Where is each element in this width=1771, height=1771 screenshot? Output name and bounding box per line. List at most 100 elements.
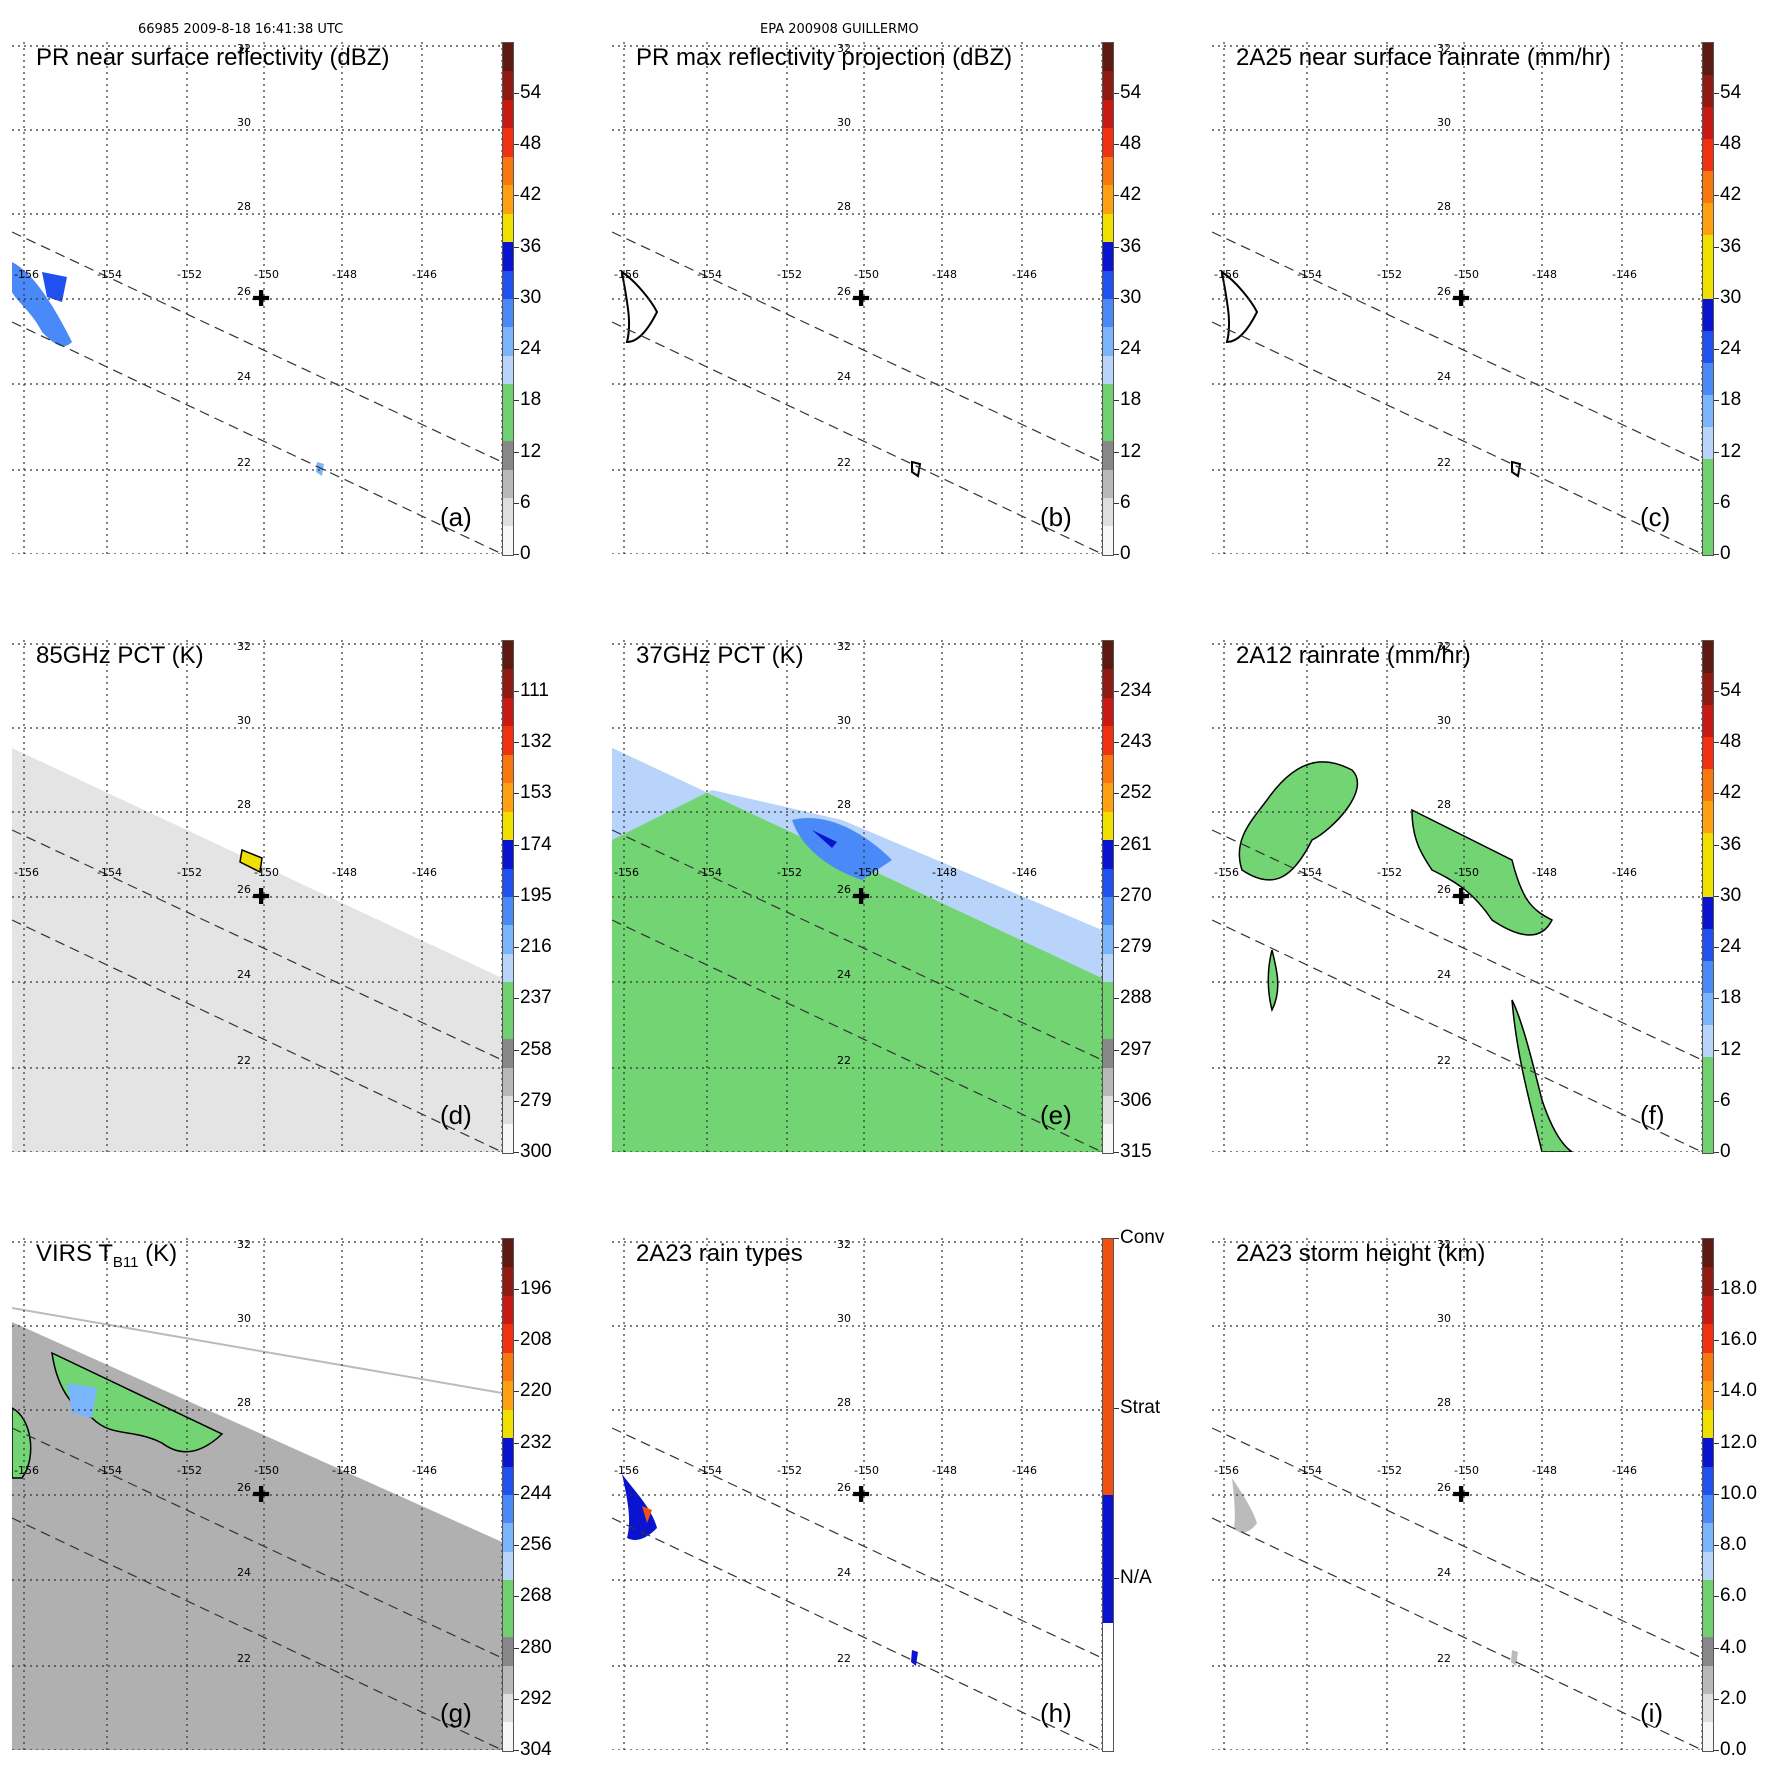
storm-height-cells bbox=[1232, 1478, 1257, 1533]
colorbar-segment bbox=[1103, 811, 1113, 841]
colorbar-segment bbox=[1703, 1324, 1713, 1353]
longitude-label: -148 bbox=[332, 866, 357, 879]
colorbar-segment bbox=[503, 896, 513, 926]
panel-letter: (g) bbox=[440, 1698, 472, 1728]
colorbar-segment bbox=[503, 1466, 513, 1495]
colorbar-tick bbox=[1714, 502, 1719, 504]
latitude-label: 32 bbox=[837, 1238, 851, 1251]
colorbar-tick bbox=[514, 1340, 519, 1342]
colorbar-tick-label: 8.0 bbox=[1720, 1534, 1747, 1556]
colorbar-segment bbox=[1103, 441, 1113, 470]
longitude-label: -148 bbox=[332, 268, 357, 281]
colorbar-tick-label: 232 bbox=[520, 1431, 552, 1453]
latitude-label: 24 bbox=[237, 370, 251, 383]
colorbar-tick bbox=[514, 691, 519, 692]
latitude-label: 32 bbox=[837, 640, 851, 653]
longitude-label: -148 bbox=[1532, 1464, 1557, 1477]
echo-contours bbox=[1511, 460, 1522, 478]
rain-type-cells bbox=[622, 1474, 657, 1540]
longitude-label: -146 bbox=[412, 1464, 437, 1477]
colorbar-segment bbox=[503, 1295, 513, 1325]
colorbar-tick-label: 244 bbox=[520, 1482, 552, 1504]
longitude-label: -146 bbox=[1012, 1464, 1037, 1477]
colorbar-tick bbox=[514, 947, 519, 949]
colorbar-segment bbox=[1703, 1523, 1713, 1552]
colorbar-tick bbox=[1114, 144, 1119, 146]
longitude-label: -146 bbox=[412, 268, 437, 281]
longitude-label: -150 bbox=[1454, 268, 1479, 281]
colorbar-tick-label: 279 bbox=[520, 1089, 552, 1111]
colorbar-segment bbox=[1703, 427, 1713, 459]
latitude-label: 26 bbox=[1437, 883, 1451, 896]
colorbar-tick bbox=[514, 1152, 519, 1153]
colorbar-segment bbox=[1103, 156, 1113, 186]
colorbar-tick-label: 292 bbox=[520, 1687, 552, 1709]
colorbar-tick bbox=[1114, 844, 1119, 846]
colorbar-segment bbox=[1703, 769, 1713, 801]
panel-letter: (e) bbox=[1040, 1100, 1072, 1130]
colorbar-segment bbox=[503, 1494, 513, 1524]
colorbar-segment bbox=[1703, 1694, 1713, 1723]
colorbar-tick-label: 208 bbox=[520, 1329, 552, 1351]
longitude-label: -152 bbox=[177, 1464, 202, 1477]
longitude-label: -150 bbox=[254, 1464, 279, 1477]
colorbar-segment bbox=[1103, 783, 1113, 812]
colorbar-segment bbox=[503, 754, 513, 784]
storm-center-marker: ✚ bbox=[252, 884, 271, 909]
colorbar-tick-label: 16.0 bbox=[1720, 1329, 1757, 1351]
colorbar-tick-label: 288 bbox=[1120, 987, 1152, 1009]
colorbar-tick-label: 4.0 bbox=[1720, 1636, 1747, 1658]
colorbar-tick bbox=[1714, 1698, 1719, 1700]
latitude-label: 24 bbox=[837, 968, 851, 981]
colorbar-tick-label: 252 bbox=[1120, 782, 1152, 804]
colorbar-segment bbox=[1703, 1580, 1713, 1609]
storm-center-marker: ✚ bbox=[1452, 884, 1471, 909]
colorbar-tick-label: 268 bbox=[520, 1585, 552, 1607]
colorbar-segment bbox=[503, 1010, 513, 1040]
colorbar-tick bbox=[514, 144, 519, 146]
colorbar-tick bbox=[514, 1750, 519, 1751]
colorbar-tick bbox=[514, 1493, 519, 1495]
colorbar-segment bbox=[1103, 1495, 1113, 1623]
colorbar-tick-label: 0 bbox=[1120, 543, 1131, 564]
colorbar-tick-label: 10.0 bbox=[1720, 1482, 1757, 1504]
colorbar-tick-label: 6 bbox=[1120, 491, 1131, 513]
latitude-label: 32 bbox=[1437, 640, 1451, 653]
latitude-label: 30 bbox=[237, 116, 251, 129]
panel-title: PR max reflectivity projection (dBZ) bbox=[636, 44, 1013, 71]
colorbar-tick bbox=[1714, 297, 1719, 299]
colorbar-tick bbox=[1714, 895, 1719, 897]
colorbar-segment bbox=[1703, 1352, 1713, 1382]
panel-letter: (h) bbox=[1040, 1698, 1072, 1728]
longitude-label: -156 bbox=[614, 866, 639, 879]
colorbar-segment bbox=[1703, 363, 1713, 395]
latitude-label: 24 bbox=[237, 968, 251, 981]
latitude-label: 28 bbox=[237, 798, 251, 811]
storm-id: EPA 200908 GUILLERMO bbox=[760, 22, 919, 37]
orbit-timestamp: 66985 2009-8-18 16:41:38 UTC bbox=[138, 22, 344, 37]
colorbar-tick bbox=[514, 349, 519, 351]
latitude-label: 30 bbox=[1437, 714, 1451, 727]
colorbar-segment bbox=[503, 469, 513, 498]
colorbar-tick-label: 256 bbox=[520, 1534, 552, 1556]
colorbar bbox=[502, 42, 514, 556]
colorbar-segment bbox=[1103, 1124, 1113, 1153]
pr-swath-edge bbox=[12, 829, 502, 1061]
colorbar-tick-label: 280 bbox=[520, 1636, 552, 1658]
colorbar-segment bbox=[1103, 128, 1113, 157]
echo-contours bbox=[1220, 269, 1259, 344]
map-canvas bbox=[12, 640, 502, 1152]
colorbar-tick-label: 315 bbox=[1120, 1141, 1152, 1162]
colorbar-segment bbox=[1703, 459, 1713, 491]
colorbar-segment bbox=[1703, 737, 1713, 769]
colorbar-segment bbox=[1103, 1239, 1113, 1367]
map-canvas bbox=[1212, 42, 1702, 554]
colorbar-tick bbox=[1714, 451, 1719, 453]
colorbar-segment bbox=[503, 327, 513, 356]
colorbar-tick-label: 0 bbox=[1720, 1141, 1731, 1162]
colorbar-segment bbox=[503, 1124, 513, 1153]
latitude-label: 22 bbox=[237, 1054, 251, 1067]
pr-swath-edge bbox=[12, 1427, 502, 1659]
longitude-label: -150 bbox=[854, 268, 879, 281]
colorbar-tick bbox=[514, 246, 519, 248]
